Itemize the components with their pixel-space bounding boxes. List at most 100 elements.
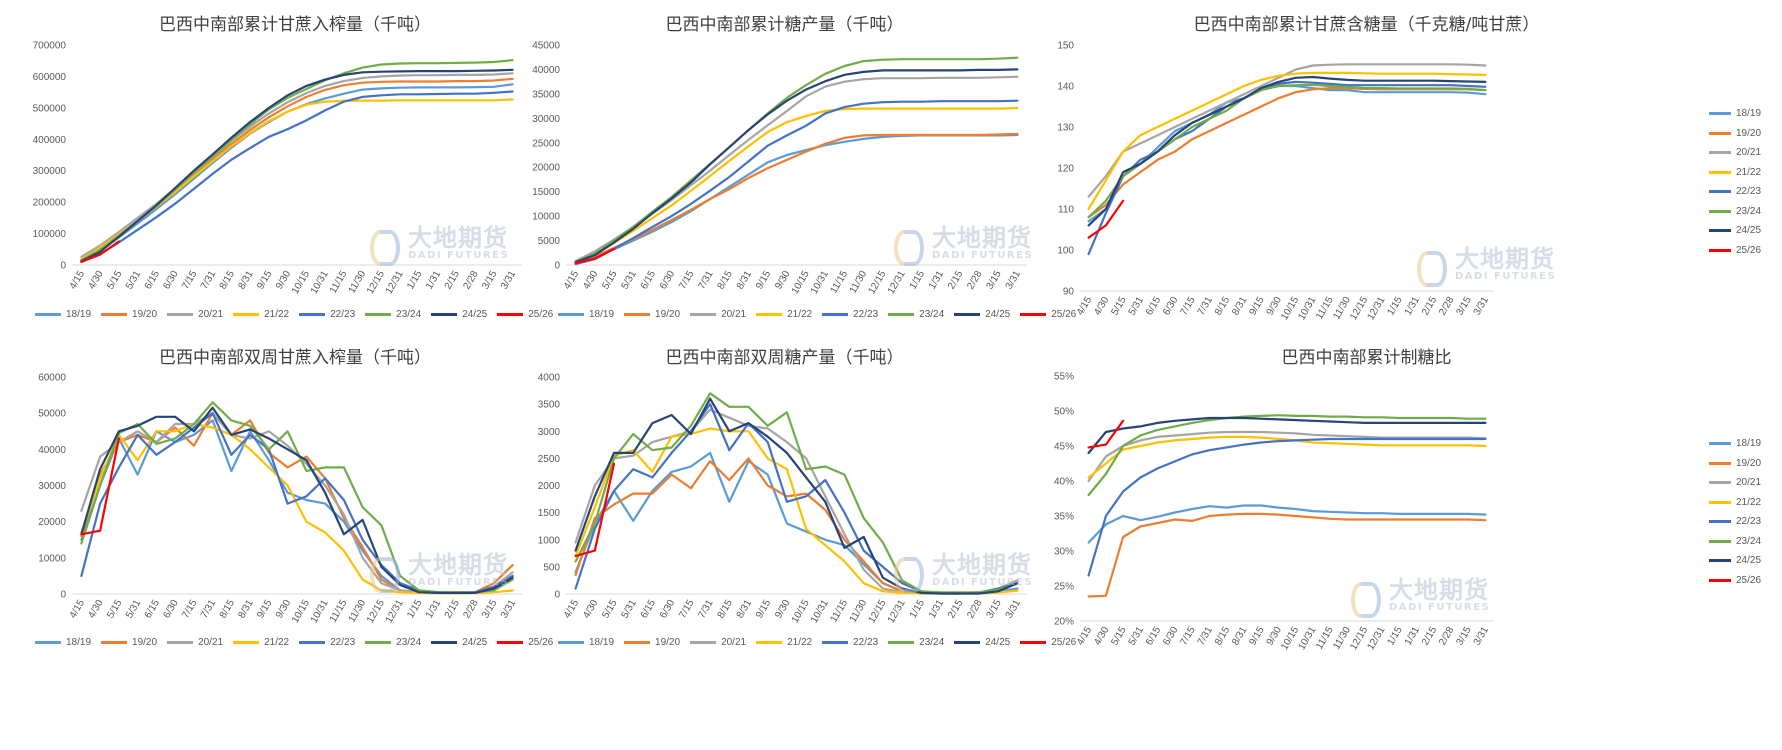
legend-swatch	[1020, 641, 1047, 644]
legend-label: 18/19	[589, 637, 615, 648]
x-tick-label: 10/31	[1296, 295, 1318, 323]
legend-label: 19/20	[655, 637, 681, 648]
x-tick-label: 11/15	[328, 269, 350, 296]
x-tick-label: 6/15	[639, 269, 658, 292]
legend-item: 18/19	[558, 637, 614, 648]
legend-swatch	[497, 641, 524, 644]
x-tick-label: 7/31	[696, 598, 715, 621]
x-tick-label: 6/15	[639, 598, 658, 621]
series-line-18-19	[80, 83, 514, 262]
y-tick-label: 10000	[38, 553, 66, 564]
chart-svg: 0 100000 200000 300000 400000 500000 600000 700…	[33, 41, 522, 297]
legend-swatch	[1709, 248, 1731, 252]
y-tick-label: 500	[543, 562, 560, 573]
legend-label: 23/24	[919, 637, 945, 648]
x-tick-label: 3/31	[1004, 598, 1023, 621]
legend-swatch	[954, 313, 981, 316]
legend-item: 18/19	[558, 309, 614, 320]
y-tick-label: 0	[60, 261, 66, 272]
x-tick-label: 4/15	[68, 598, 87, 621]
x-tick-label: 2/28	[1437, 295, 1456, 318]
y-tick-label: 25000	[532, 138, 560, 149]
x-tick-label: 10/31	[809, 269, 831, 297]
x-tick-label: 5/15	[600, 269, 619, 292]
x-tick-label: 10/15	[290, 269, 312, 297]
legend-item: 24/25	[1709, 221, 1761, 241]
x-tick-label: 7/15	[180, 598, 199, 621]
x-tick-label: 12/15	[365, 598, 387, 626]
y-tick-label: 60000	[38, 373, 66, 384]
x-tick-label: 3/31	[1004, 269, 1023, 292]
x-tick-label: 8/31	[735, 269, 754, 292]
legend-label: 21/22	[264, 309, 290, 320]
x-tick-label: 5/31	[620, 598, 639, 621]
x-tick-label: 2/28	[461, 269, 480, 292]
x-tick-label: 8/15	[716, 269, 735, 292]
chart-title: 巴西中南部累计制糖比	[1281, 348, 1452, 368]
y-tick-label: 10000	[532, 212, 560, 223]
x-tick-label: 7/31	[199, 269, 218, 292]
x-tick-label: 12/31	[1365, 625, 1387, 653]
x-tick-label: 1/31	[927, 598, 946, 621]
series-line-23-24	[1087, 414, 1487, 497]
series-line-25-26	[80, 240, 121, 263]
x-tick-label: 10/15	[290, 598, 312, 626]
legend-swatch	[299, 641, 326, 644]
y-tick-label: 90	[1063, 287, 1075, 298]
x-tick-label: 4/15	[1075, 625, 1094, 648]
legend-item: 19/20	[624, 309, 680, 320]
x-tick-label: 5/15	[600, 598, 619, 621]
y-tick-label: 150	[1057, 41, 1074, 52]
legend-item: 21/22	[1709, 493, 1761, 513]
x-tick-label: 5/15	[105, 598, 124, 621]
x-tick-label: 3/15	[985, 598, 1004, 621]
legend-label: 22/23	[330, 637, 356, 648]
legend-label: 25/26	[1051, 309, 1077, 320]
legend-swatch	[558, 641, 584, 644]
x-tick-label: 1/31	[1403, 295, 1422, 318]
x-tick-label: 7/31	[1196, 625, 1215, 648]
legend-label: 24/25	[1736, 225, 1762, 237]
legend-label: 21/22	[787, 309, 813, 320]
legend-swatch	[1709, 500, 1731, 504]
legend-item: 22/23	[822, 309, 878, 320]
x-tick-label: 7/15	[677, 269, 696, 292]
chart-panel-crush-biweekly: 巴西中南部双周甘蔗入榨量（千吨） 0 10000 20000 30000 40000 50…	[0, 335, 590, 665]
legend-swatch	[1709, 461, 1731, 465]
x-tick-label: 2/15	[443, 269, 462, 292]
x-tick-label: 5/15	[105, 269, 124, 292]
chart-svg: 20% 25% 30% 35% 40% 45% 50% 55% 4/154/305/155/31…	[1054, 372, 1494, 653]
y-tick-label: 3000	[538, 427, 561, 438]
y-tick-label: 15000	[532, 187, 560, 198]
y-tick-label: 35000	[532, 89, 560, 100]
y-tick-label: 45%	[1054, 442, 1074, 453]
y-tick-label: 700000	[33, 41, 67, 52]
legend-swatch	[1709, 578, 1731, 582]
x-tick-label: 7/31	[1196, 295, 1215, 318]
legend-item: 21/22	[233, 309, 289, 320]
x-tick-label: 8/15	[716, 598, 735, 621]
y-tick-label: 100000	[33, 229, 67, 240]
legend-label: 20/21	[721, 309, 747, 320]
y-tick-label: 40%	[1054, 477, 1074, 488]
x-tick-label: 9/30	[773, 269, 792, 292]
x-tick-label: 5/15	[1109, 295, 1128, 318]
chart-svg: 0 5000 10000 15000 20000 25000 30000 35000 40000…	[532, 41, 1027, 297]
series-line-18-19	[1087, 504, 1487, 544]
legend-item: 19/20	[624, 637, 680, 648]
x-tick-label: 11/15	[828, 598, 850, 625]
x-tick-label: 2/15	[443, 598, 462, 621]
legend-label: 20/21	[1736, 147, 1762, 159]
legend-swatch	[1709, 209, 1731, 213]
legend-item: 25/26	[1709, 241, 1761, 261]
x-tick-label: 5/31	[124, 269, 143, 292]
legend-item: 25/26	[497, 309, 553, 320]
x-tick-label: 3/15	[985, 269, 1004, 292]
x-tick-label: 8/15	[1213, 295, 1232, 318]
series-line-19-20	[1087, 512, 1487, 598]
x-tick-label: 2/28	[1437, 625, 1456, 648]
series-line-25-26	[80, 437, 121, 536]
legend-label: 22/23	[1736, 516, 1762, 528]
chart-svg: 90 100 110 120 130 140 150 4/154/305/155/316/15…	[1057, 41, 1494, 323]
series-line-22-23	[80, 90, 514, 263]
